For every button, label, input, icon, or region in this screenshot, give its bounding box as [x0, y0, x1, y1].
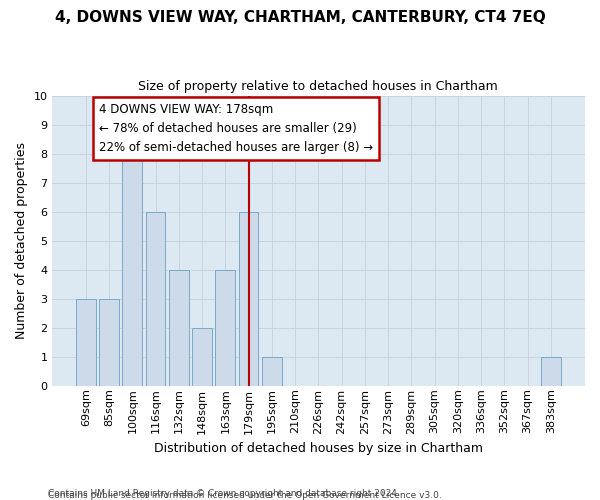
Bar: [239, 212, 259, 386]
Bar: [262, 356, 282, 386]
Text: 4, DOWNS VIEW WAY, CHARTHAM, CANTERBURY, CT4 7EQ: 4, DOWNS VIEW WAY, CHARTHAM, CANTERBURY,…: [55, 10, 545, 25]
Bar: [76, 298, 96, 386]
Title: Size of property relative to detached houses in Chartham: Size of property relative to detached ho…: [139, 80, 498, 93]
Bar: [215, 270, 235, 386]
Text: 4 DOWNS VIEW WAY: 178sqm
← 78% of detached houses are smaller (29)
22% of semi-d: 4 DOWNS VIEW WAY: 178sqm ← 78% of detach…: [98, 103, 373, 154]
Text: Contains HM Land Registry data © Crown copyright and database right 2024.: Contains HM Land Registry data © Crown c…: [48, 488, 400, 498]
Bar: [169, 270, 189, 386]
Bar: [122, 154, 142, 386]
Y-axis label: Number of detached properties: Number of detached properties: [15, 142, 28, 339]
Bar: [192, 328, 212, 386]
Bar: [146, 212, 166, 386]
Bar: [541, 356, 561, 386]
Bar: [99, 298, 119, 386]
X-axis label: Distribution of detached houses by size in Chartham: Distribution of detached houses by size …: [154, 442, 483, 455]
Text: Contains public sector information licensed under the Open Government Licence v3: Contains public sector information licen…: [48, 491, 442, 500]
